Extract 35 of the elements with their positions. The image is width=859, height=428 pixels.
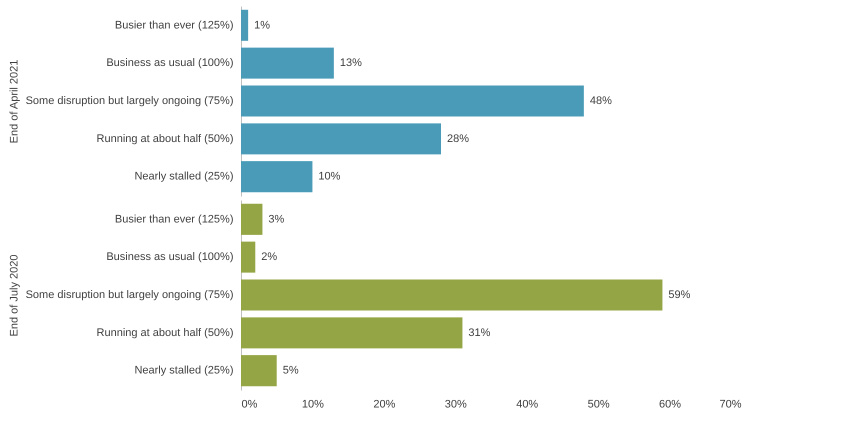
y-tick-label: Running at about half (50%) <box>96 326 234 339</box>
data-label: 13% <box>340 57 362 70</box>
bar <box>241 10 248 41</box>
x-tick-label: 60% <box>659 398 682 410</box>
x-tick-label: 0% <box>242 398 258 410</box>
data-label: 31% <box>468 326 491 339</box>
data-label: 48% <box>590 95 612 107</box>
data-label: 2% <box>261 251 278 264</box>
x-tick-label: 10% <box>302 398 324 410</box>
y-tick-label: Business as usual (100%) <box>106 251 234 264</box>
data-label: 5% <box>282 364 299 377</box>
bar <box>241 85 584 117</box>
y-tick-label: Nearly stalled (25%) <box>134 364 234 377</box>
y-tick-label: Some disruption but largely ongoing (75%) <box>26 289 234 301</box>
x-tick-label: 70% <box>719 398 742 410</box>
x-tick-label: 40% <box>516 398 538 410</box>
bar <box>241 48 334 79</box>
data-label: 1% <box>254 19 270 32</box>
y-axis-title: End of April 2021 <box>8 60 20 144</box>
y-tick-label: Running at about half (50%) <box>96 132 234 145</box>
x-tick-label: 30% <box>444 398 468 410</box>
bar <box>241 123 441 154</box>
data-label: 59% <box>668 289 691 301</box>
y-axis-title: End of July 2020 <box>8 254 20 336</box>
x-tick-label: 20% <box>373 398 396 410</box>
x-tick-label: 50% <box>588 398 610 410</box>
data-label: 28% <box>447 132 470 145</box>
data-label: 3% <box>268 213 285 226</box>
y-tick-label: Some disruption but largely ongoing (75%) <box>26 95 234 107</box>
y-tick-label: Business as usual (100%) <box>106 57 234 70</box>
bar <box>241 161 312 192</box>
y-tick-label: Busier than ever (125%) <box>114 213 234 226</box>
y-tick-label: Busier than ever (125%) <box>114 19 234 32</box>
y-tick-label: Nearly stalled (25%) <box>134 170 234 183</box>
data-label: 10% <box>318 170 341 183</box>
